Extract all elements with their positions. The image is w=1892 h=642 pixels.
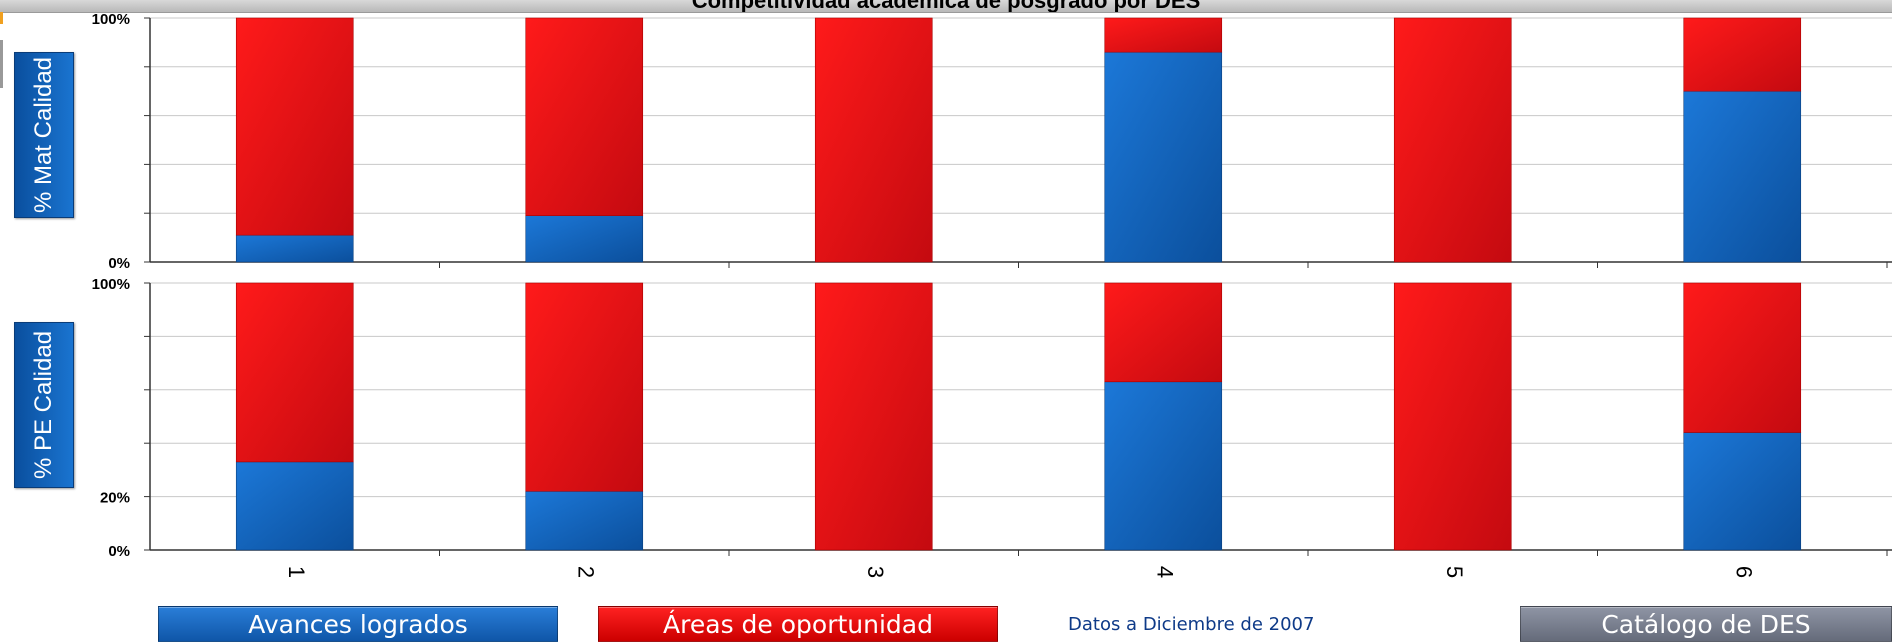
left-edge-accent <box>0 12 3 24</box>
x-category-label: 3 <box>863 566 888 578</box>
bar-avances-6 <box>1683 432 1802 551</box>
bar-areas-6 <box>1683 282 1802 433</box>
chart-title-bar: Competitividad académica de posgrado por… <box>0 0 1892 13</box>
y-axis-label-box-bottom: % PE Calidad <box>14 322 74 488</box>
x-category-label: 2 <box>573 566 598 578</box>
x-category-label: 1 <box>284 566 309 578</box>
bar-areas-1 <box>235 17 354 236</box>
avances-logrados-button[interactable]: Avances logrados <box>158 606 558 642</box>
bar-areas-4 <box>1104 282 1223 383</box>
data-date-note: Datos a Diciembre de 2007 <box>1068 614 1315 635</box>
bar-areas-2 <box>525 282 644 492</box>
y-tick-label: 0% <box>108 543 130 560</box>
x-category-label: 6 <box>1731 566 1756 578</box>
y-axis-label-bottom: % PE Calidad <box>30 330 57 480</box>
bar-areas-1 <box>235 282 354 463</box>
bar-avances-4 <box>1104 51 1223 263</box>
chart-title: Competitividad académica de posgrado por… <box>691 0 1201 13</box>
bar-avances-2 <box>525 215 644 263</box>
chart-panel-2: 0% 20% 100% 1 2 3 4 5 6 <box>92 276 1892 578</box>
bar-areas-6 <box>1683 17 1802 92</box>
chart-panel-1: 0% 100% <box>92 11 1892 272</box>
bar-avances-2 <box>525 490 644 551</box>
bar-areas-4 <box>1104 17 1223 53</box>
y-tick-label: 0% <box>108 255 130 272</box>
bar-areas-2 <box>525 17 644 216</box>
y-axis-label-box-top: % Mat Calidad <box>14 52 74 218</box>
catalogo-des-button[interactable]: Catálogo de DES <box>1520 606 1892 642</box>
bar-areas-3 <box>814 17 933 263</box>
y-tick-label: 100% <box>92 11 130 28</box>
y-tick-label: 20% <box>100 490 130 507</box>
bar-avances-1 <box>235 461 354 551</box>
bar-avances-4 <box>1104 381 1223 551</box>
y-tick-label: 100% <box>92 276 130 293</box>
bar-avances-1 <box>235 234 354 263</box>
bar-avances-6 <box>1683 90 1802 263</box>
y-axis-label-top: % Mat Calidad <box>30 56 57 214</box>
bar-areas-5 <box>1393 17 1512 263</box>
x-category-label: 4 <box>1152 566 1177 578</box>
bar-areas-5 <box>1393 282 1512 551</box>
x-category-label: 5 <box>1442 566 1467 578</box>
bar-areas-3 <box>814 282 933 551</box>
areas-oportunidad-button[interactable]: Áreas de oportunidad <box>598 606 998 642</box>
left-edge-scroll-mark <box>0 40 3 88</box>
